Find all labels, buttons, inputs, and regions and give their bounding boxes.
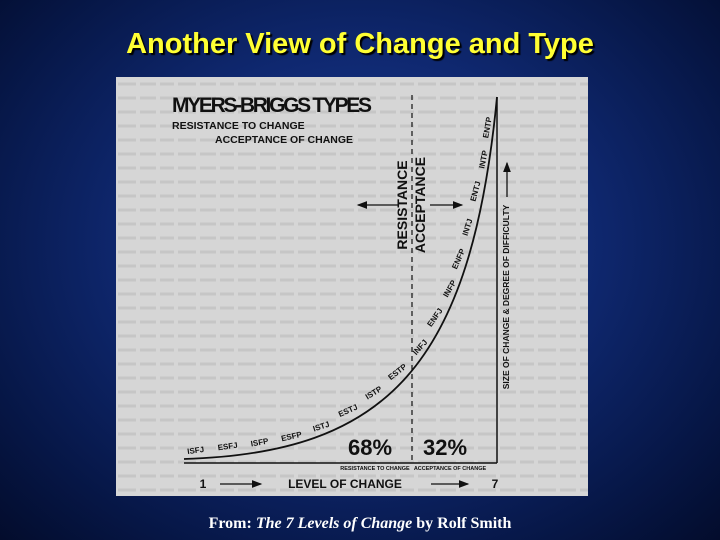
figure-background bbox=[116, 77, 588, 496]
curve bbox=[183, 96, 498, 460]
figure-title: MYERS-BRIGGS TYPES bbox=[172, 94, 372, 117]
caption-text: by Rolf Smith bbox=[416, 515, 512, 532]
type-label: ENTP bbox=[481, 116, 494, 139]
divider-label: ACCEPTANCE bbox=[412, 157, 428, 253]
divider-label: RESISTANCE bbox=[394, 160, 410, 249]
type-label: ISFP bbox=[250, 436, 270, 448]
caption-text: From: bbox=[208, 515, 252, 532]
percent-label: 68% bbox=[348, 435, 392, 460]
legend-label: RESISTANCE TO CHANGE bbox=[172, 120, 305, 132]
type-label: ISFJ bbox=[187, 445, 205, 456]
figure: MYERS-BRIGGS TYPES RESISTANCE TO CHANGE … bbox=[116, 77, 588, 496]
type-label: ESFJ bbox=[217, 441, 238, 453]
legend-label: ACCEPTANCE OF CHANGE bbox=[215, 134, 353, 146]
caption: From: The 7 Levels of Change by Rolf Smith bbox=[0, 515, 720, 533]
type-label: INTP bbox=[477, 149, 490, 169]
slide-title: Another View of Change and Type bbox=[126, 28, 594, 60]
caption-book: The 7 Levels of Change bbox=[255, 515, 413, 532]
x-axis-start: 1 bbox=[200, 477, 207, 491]
x-axis-end: 7 bbox=[492, 477, 499, 491]
x-axis-label: LEVEL OF CHANGE bbox=[288, 477, 402, 491]
percent-label: 32% bbox=[423, 435, 467, 460]
region-label: ACCEPTANCE OF CHANGE bbox=[414, 466, 487, 472]
y-axis-label: SIZE OF CHANGE & DEGREE OF DIFFICULTY bbox=[501, 204, 511, 389]
region-label: RESISTANCE TO CHANGE bbox=[340, 466, 410, 472]
